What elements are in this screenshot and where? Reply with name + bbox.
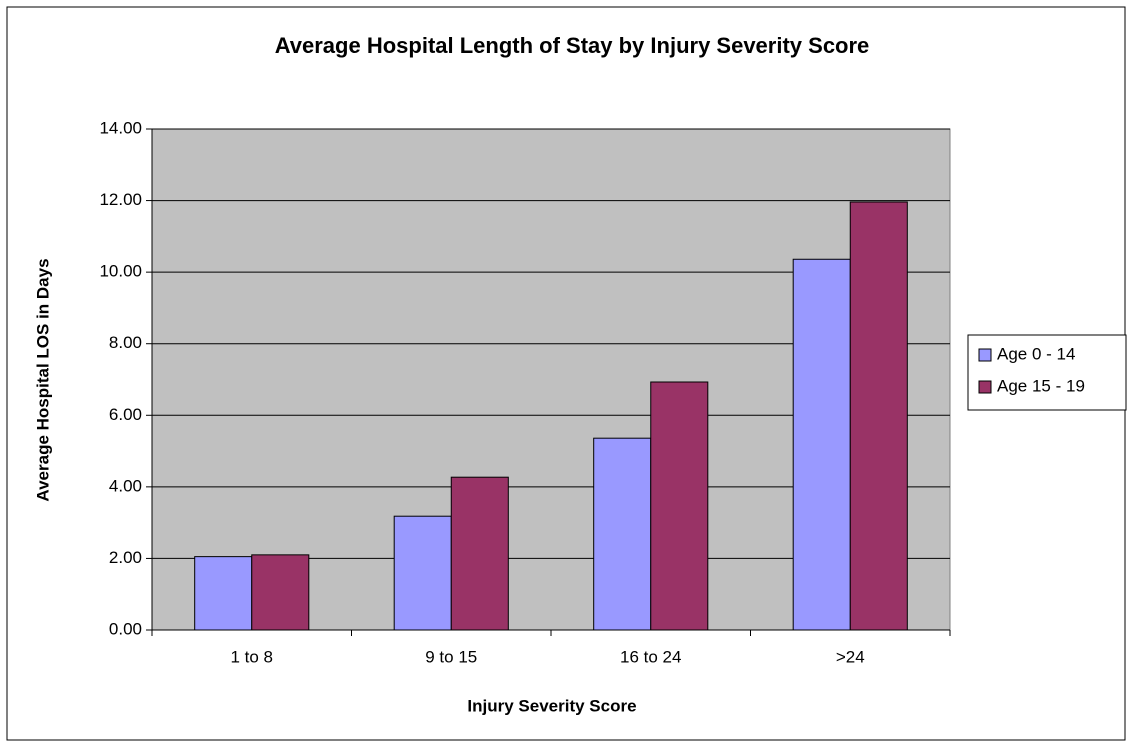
legend-swatch: [978, 348, 992, 362]
x-tick-label: 9 to 15: [425, 647, 477, 666]
x-tick-label: 16 to 24: [620, 647, 681, 666]
legend: Age 0 - 14 Age 15 - 19: [967, 334, 1127, 411]
bar: [194, 556, 253, 631]
y-tick-label: 14.00: [99, 118, 142, 137]
y-tick-label: 8.00: [109, 333, 142, 352]
y-tick-label: 4.00: [109, 476, 142, 495]
bar: [251, 554, 310, 631]
bar: [849, 201, 908, 631]
bar: [792, 258, 851, 631]
bar: [593, 437, 652, 631]
y-tick-label: 10.00: [99, 262, 142, 281]
bar: [650, 381, 709, 631]
x-tick-label: 1 to 8: [230, 647, 273, 666]
legend-swatch: [978, 380, 992, 394]
bar: [450, 476, 509, 631]
y-tick-label: 12.00: [99, 190, 142, 209]
legend-box: [967, 334, 1127, 411]
legend-label: Age 0 - 14: [997, 344, 1075, 363]
x-axis-label: Injury Severity Score: [467, 696, 636, 715]
bar: [393, 515, 452, 631]
legend-label: Age 15 - 19: [997, 376, 1085, 395]
y-tick-label: 2.00: [109, 548, 142, 567]
chart-title: Average Hospital Length of Stay by Injur…: [275, 33, 870, 58]
y-tick-label: 6.00: [109, 405, 142, 424]
y-axis-label: Average Hospital LOS in Days: [33, 258, 52, 501]
y-tick-label: 0.00: [109, 619, 142, 638]
x-tick-label: >24: [836, 647, 865, 666]
